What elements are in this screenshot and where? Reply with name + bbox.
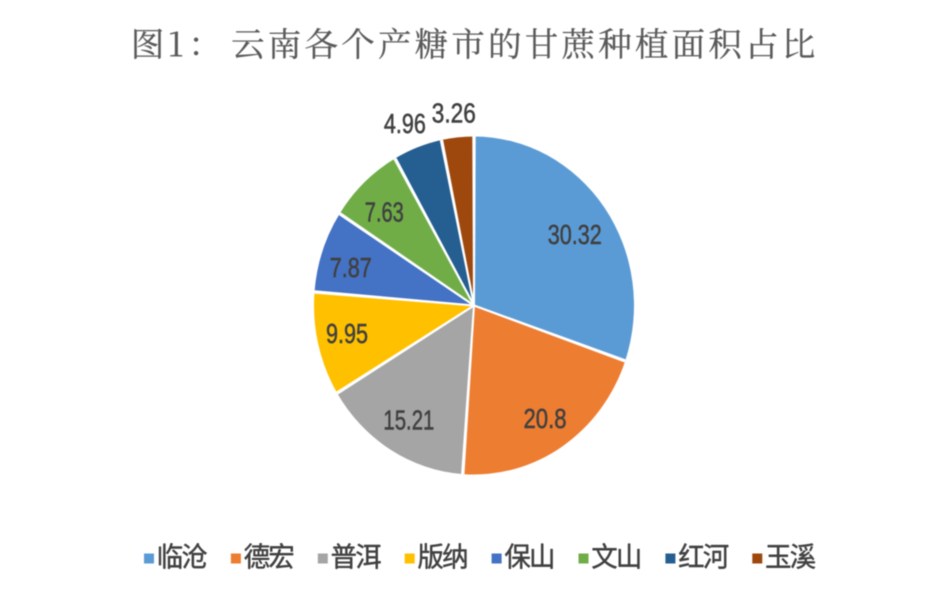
svg-text:7.87: 7.87 bbox=[330, 251, 372, 283]
svg-text:4.96: 4.96 bbox=[384, 107, 426, 139]
svg-text:7.63: 7.63 bbox=[365, 196, 404, 228]
svg-text:30.32: 30.32 bbox=[548, 218, 602, 250]
svg-text:20.8: 20.8 bbox=[524, 402, 567, 434]
svg-text:3.26: 3.26 bbox=[432, 97, 476, 129]
svg-text:15.21: 15.21 bbox=[383, 403, 434, 435]
svg-text:9.95: 9.95 bbox=[326, 317, 368, 349]
